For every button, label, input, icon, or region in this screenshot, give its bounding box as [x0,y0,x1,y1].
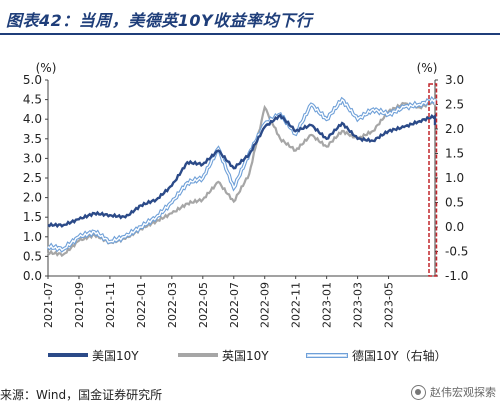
title-divider [0,33,500,35]
left-tick-label: 0.5 [23,249,42,263]
right-tick-label: 0.5 [445,196,464,210]
legend-label-de: 德国10Y（右轴） [352,348,447,363]
legend-label-us: 美国10Y [92,348,139,363]
legend-item-us: 美国10Y [48,346,139,364]
right-tick-label: 0.0 [445,220,464,234]
left-tick-label: 4.0 [23,112,42,126]
x-tick-label: 2022-03 [166,282,179,328]
x-tick-label: 2023-01 [321,282,334,328]
left-tick-label: 2.0 [23,191,42,205]
x-tick-label: 2023-05 [383,282,396,328]
x-tick-label: 2022-01 [135,282,148,328]
title-bar: 图表42：当周，美德英10Y收益率均下行 [0,0,500,35]
highlight-box [428,83,438,277]
left-tick-label: 4.5 [23,93,42,107]
x-tick-label: 2021-11 [104,282,117,328]
left-tick-label: 5.0 [23,73,42,87]
left-tick-label: 3.0 [23,151,42,165]
legend-label-uk: 英国10Y [222,348,269,363]
x-tick-label: 2022-11 [290,282,303,328]
left-tick-label: 1.5 [23,210,42,224]
legend-swatch-uk [178,353,218,357]
left-tick-label: 2.5 [23,171,42,185]
right-tick-label: -0.5 [445,245,468,259]
x-tick-label: 2021-07 [42,282,55,328]
right-tick-label: 1.5 [445,147,464,161]
legend-item-uk: 英国10Y [178,346,269,364]
x-tick-label: 2022-07 [228,282,241,328]
source-note: 来源：Wind，国金证券研究所 [0,388,163,402]
wechat-icon [411,384,426,400]
chart-title: 图表42：当周，美德英10Y收益率均下行 [6,11,313,30]
series-line-uk [47,99,437,258]
right-tick-label: 1.0 [445,171,464,185]
right-tick-label: 2.5 [445,98,464,112]
x-tick-label: 2021-09 [73,282,86,328]
line-chart: 0.00.51.01.52.02.53.03.54.04.55.0(%)-1.0… [23,61,469,328]
legend-item-de: 德国10Y（右轴） [306,346,447,364]
left-tick-label: 1.0 [23,230,42,244]
right-axis-unit: (%) [417,61,438,75]
series-line-de-outer [46,96,437,253]
legend-swatch-de [306,352,348,358]
watermark-text: 赵伟宏观探索 [430,386,496,399]
watermark: 赵伟宏观探索 [411,384,496,400]
x-tick-label: 2022-05 [197,282,210,328]
right-tick-label: -1.0 [445,269,468,283]
x-tick-label: 2023-03 [352,282,365,328]
right-tick-label: 2.0 [445,122,464,136]
x-tick-label: 2022-09 [259,282,272,328]
series-line-us [47,113,437,229]
right-tick-label: 3.0 [445,73,464,87]
left-axis-unit: (%) [36,61,57,75]
legend: 美国10Y 英国10Y 德国10Y（右轴） [48,346,498,364]
legend-swatch-us [48,353,88,357]
left-tick-label: 3.5 [23,132,42,146]
left-tick-label: 0.0 [23,269,42,283]
